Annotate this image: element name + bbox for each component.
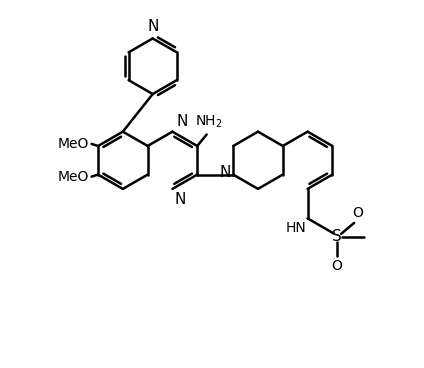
Text: HN: HN — [286, 221, 307, 235]
Text: MeO: MeO — [58, 137, 89, 151]
Text: N: N — [176, 114, 187, 129]
Text: S: S — [332, 229, 342, 244]
Text: N: N — [148, 20, 159, 34]
Text: MeO: MeO — [58, 170, 89, 184]
Text: O: O — [352, 206, 363, 220]
Text: N: N — [174, 192, 185, 207]
Text: O: O — [332, 259, 343, 273]
Text: NH$_2$: NH$_2$ — [195, 114, 223, 130]
Text: N: N — [220, 165, 231, 180]
